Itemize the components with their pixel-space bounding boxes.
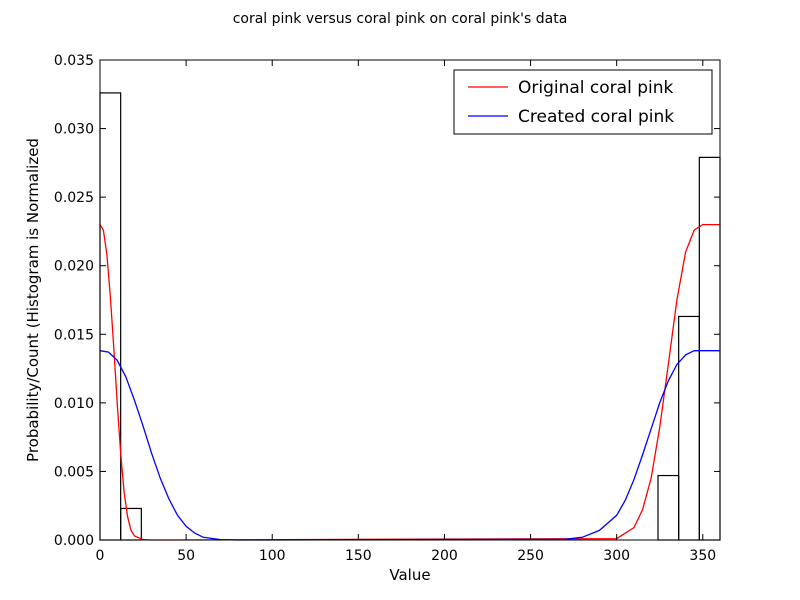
histogram-bar-0 <box>99 92 122 541</box>
y-tick-label: 0.000 <box>54 533 94 549</box>
y-tick-label: 0.035 <box>54 53 94 69</box>
y-tick-label: 0.010 <box>54 396 94 412</box>
x-axis-label: Value <box>389 566 430 584</box>
density-lines <box>99 223 720 541</box>
legend: Original coral pink Created coral pink <box>453 69 713 135</box>
x-tick-label: 50 <box>177 548 195 564</box>
histogram-bars <box>99 92 721 541</box>
y-axis-ticks: 0.000 0.005 0.010 0.015 0.020 0.025 0.030 0.035 <box>54 53 720 549</box>
legend-box <box>453 69 713 135</box>
legend-label-1: Created coral pink <box>518 107 674 127</box>
y-tick-label: 0.025 <box>54 190 94 206</box>
y-tick-label: 0.005 <box>54 464 94 480</box>
legend-label-0: Original coral pink <box>518 78 673 98</box>
x-tick-label: 250 <box>517 548 544 564</box>
y-tick-label: 0.020 <box>54 259 94 275</box>
x-tick-label: 150 <box>345 548 372 564</box>
y-tick-label: 0.030 <box>54 122 94 138</box>
histogram-bar-3 <box>678 315 700 541</box>
histogram-bar-1 <box>120 507 142 541</box>
x-tick-label: 0 <box>96 548 105 564</box>
x-tick-label: 200 <box>431 548 458 564</box>
histogram-bar-4 <box>698 156 721 541</box>
x-axis-ticks: 0 50 100 150 200 250 300 350 <box>96 60 716 564</box>
chart-title: coral pink versus coral pink on coral pi… <box>233 11 568 27</box>
plot-frame <box>99 59 721 541</box>
series-line-1 <box>99 350 720 541</box>
y-tick-label: 0.015 <box>54 327 94 343</box>
series-line-0 <box>99 223 720 541</box>
y-axis-label: Probability/Count (Histogram is Normaliz… <box>24 138 42 462</box>
x-tick-label: 300 <box>603 548 630 564</box>
x-tick-label: 350 <box>689 548 716 564</box>
histogram-bar-2 <box>657 474 680 541</box>
x-tick-label: 100 <box>259 548 286 564</box>
